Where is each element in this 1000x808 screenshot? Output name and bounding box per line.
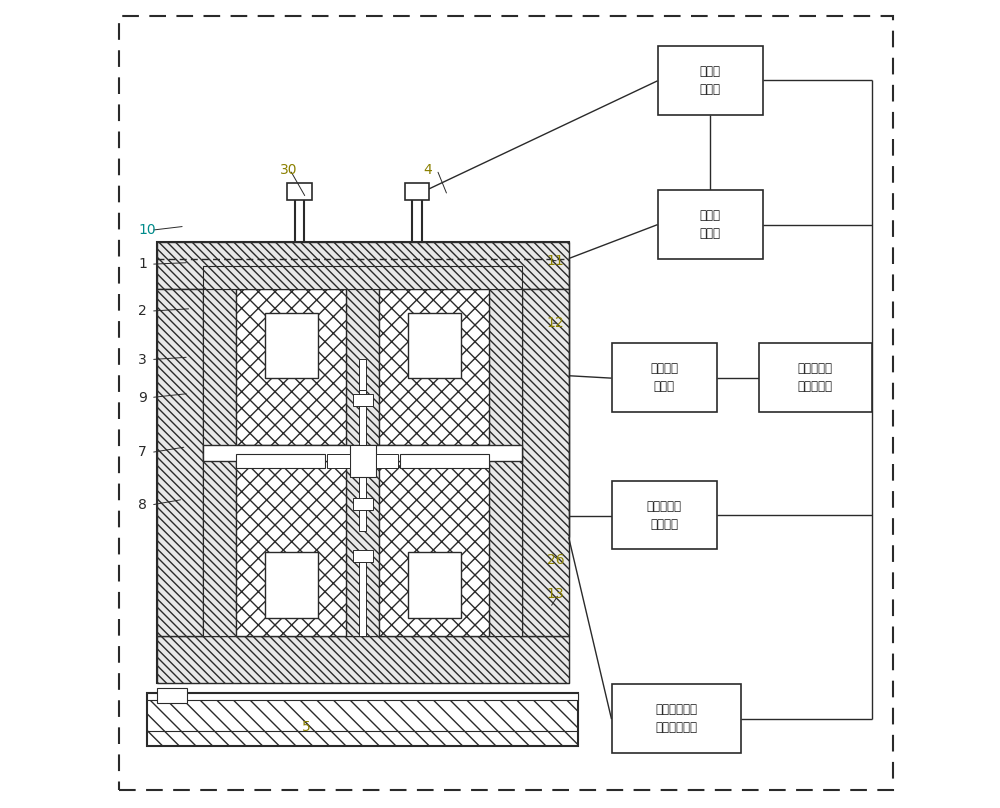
Bar [203, 444, 522, 461]
Text: 1: 1 [138, 257, 147, 271]
Text: 12: 12 [547, 316, 564, 330]
Bar [236, 461, 346, 636]
Bar [359, 562, 366, 636]
Bar [236, 289, 346, 444]
Bar [359, 477, 366, 531]
Bar [203, 266, 522, 289]
Bar [359, 360, 366, 390]
Bar [353, 550, 373, 562]
Bar [147, 693, 578, 746]
Text: 7: 7 [138, 445, 147, 460]
Text: 4: 4 [423, 162, 432, 177]
Bar [658, 46, 763, 115]
Bar [265, 313, 318, 378]
Bar [353, 393, 373, 406]
Bar [203, 289, 236, 636]
Bar [346, 289, 379, 636]
Bar [157, 688, 187, 703]
Bar [157, 289, 203, 636]
Bar [157, 636, 569, 683]
Text: 可调速循
环水泵: 可调速循 环水泵 [650, 362, 678, 393]
Bar [612, 684, 741, 753]
Text: 2: 2 [138, 304, 147, 318]
Bar [489, 289, 522, 636]
Text: 多功能电化
学工作站: 多功能电化 学工作站 [647, 499, 682, 531]
Text: 30: 30 [280, 162, 298, 177]
Bar [408, 552, 461, 618]
Bar [236, 453, 325, 468]
Text: 8: 8 [138, 498, 147, 512]
Text: 5: 5 [302, 720, 311, 734]
Bar [147, 693, 578, 700]
Text: 26: 26 [547, 553, 564, 567]
Text: 13: 13 [547, 587, 564, 601]
Bar [400, 453, 489, 468]
Text: 10: 10 [138, 223, 156, 238]
Bar [612, 481, 717, 549]
Bar [522, 289, 569, 636]
Bar [376, 453, 398, 468]
Text: 多通道工业
控制计算机: 多通道工业 控制计算机 [798, 362, 833, 393]
Bar [658, 190, 763, 259]
Text: 高精密位移台
全闭环控制器: 高精密位移台 全闭环控制器 [655, 703, 697, 734]
Bar [287, 183, 312, 200]
Bar [379, 461, 489, 636]
Bar [353, 498, 373, 510]
Bar [327, 453, 350, 468]
Bar [612, 343, 717, 412]
Bar [350, 444, 376, 477]
Bar [759, 343, 872, 412]
Text: 11: 11 [547, 254, 565, 268]
Bar [157, 242, 569, 289]
Text: 高精度
温控器: 高精度 温控器 [700, 65, 721, 96]
Text: 温度控
制模块: 温度控 制模块 [700, 208, 721, 240]
Bar [379, 289, 489, 444]
Bar [408, 313, 461, 378]
Bar [265, 552, 318, 618]
Bar [157, 242, 569, 683]
Text: 3: 3 [138, 352, 147, 367]
Text: 9: 9 [138, 390, 147, 405]
Bar [405, 183, 429, 200]
Bar [359, 390, 366, 444]
